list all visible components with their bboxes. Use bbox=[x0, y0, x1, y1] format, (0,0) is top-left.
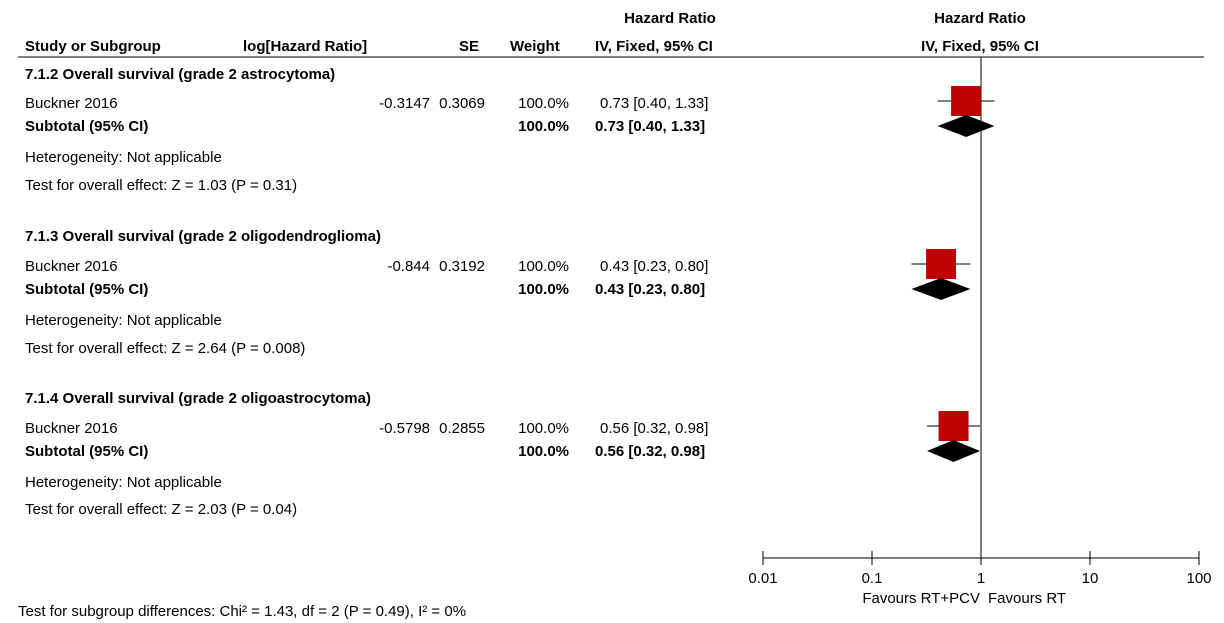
overall-effect-text: Test for overall effect: Z = 1.03 (P = 0… bbox=[25, 177, 298, 194]
x-tick-label: 100 bbox=[1186, 570, 1211, 587]
study-name: Buckner 2016 bbox=[25, 95, 118, 112]
study-ci: 0.43 [0.23, 0.80] bbox=[600, 258, 709, 275]
subtotal-diamond bbox=[927, 440, 981, 462]
heterogeneity-text: Heterogeneity: Not applicable bbox=[25, 312, 222, 329]
study-marker bbox=[926, 249, 957, 279]
subtotal-diamond bbox=[937, 115, 995, 137]
subtotal-label: Subtotal (95% CI) bbox=[25, 118, 149, 135]
study-name: Buckner 2016 bbox=[25, 258, 118, 275]
study-ci: 0.56 [0.32, 0.98] bbox=[600, 420, 709, 437]
favours-left-label: Favours RT+PCV bbox=[862, 590, 980, 607]
study-weight: 100.0% bbox=[518, 258, 569, 275]
study-se: 0.2855 bbox=[439, 420, 485, 437]
subtotal-weight: 100.0% bbox=[518, 281, 569, 298]
subtotal-ci: 0.56 [0.32, 0.98] bbox=[595, 443, 706, 460]
study-marker bbox=[951, 86, 982, 116]
subtotal-diamond bbox=[911, 278, 971, 300]
heterogeneity-text: Heterogeneity: Not applicable bbox=[25, 474, 222, 491]
study-weight: 100.0% bbox=[518, 420, 569, 437]
study-weight: 100.0% bbox=[518, 95, 569, 112]
heterogeneity-text: Heterogeneity: Not applicable bbox=[25, 149, 222, 166]
col-ci-header: IV, Fixed, 95% CI bbox=[595, 38, 713, 55]
col-plot-header: IV, Fixed, 95% CI bbox=[921, 38, 1039, 55]
group-title: 7.1.3 Overall survival (grade 2 oligoden… bbox=[25, 228, 381, 245]
study-loghr: -0.844 bbox=[387, 258, 430, 275]
study-loghr: -0.3147 bbox=[379, 95, 430, 112]
subtotal-weight: 100.0% bbox=[518, 118, 569, 135]
x-tick-label: 1 bbox=[977, 570, 985, 587]
col-loghr-header: log[Hazard Ratio] bbox=[243, 38, 368, 55]
subtotal-label: Subtotal (95% CI) bbox=[25, 443, 149, 460]
study-marker bbox=[938, 411, 969, 441]
x-tick-label: 10 bbox=[1082, 570, 1099, 587]
study-ci: 0.73 [0.40, 1.33] bbox=[600, 95, 709, 112]
overall-effect-text: Test for overall effect: Z = 2.03 (P = 0… bbox=[25, 501, 298, 518]
group-title: 7.1.2 Overall survival (grade 2 astrocyt… bbox=[25, 66, 336, 83]
study-loghr: -0.5798 bbox=[379, 420, 430, 437]
x-tick-label: 0.1 bbox=[862, 570, 883, 587]
hr-title-left: Hazard Ratio bbox=[624, 10, 716, 27]
overall-effect-text: Test for overall effect: Z = 2.64 (P = 0… bbox=[25, 340, 306, 357]
subtotal-ci: 0.43 [0.23, 0.80] bbox=[595, 281, 706, 298]
study-name: Buckner 2016 bbox=[25, 420, 118, 437]
x-tick-label: 0.01 bbox=[748, 570, 777, 587]
col-study-header: Study or Subgroup bbox=[25, 38, 161, 55]
col-weight-header: Weight bbox=[510, 38, 560, 55]
study-se: 0.3069 bbox=[439, 95, 485, 112]
hr-title-right: Hazard Ratio bbox=[934, 10, 1026, 27]
favours-right-label: Favours RT bbox=[988, 590, 1067, 607]
subtotal-weight: 100.0% bbox=[518, 443, 569, 460]
subtotal-label: Subtotal (95% CI) bbox=[25, 281, 149, 298]
group-title: 7.1.4 Overall survival (grade 2 oligoast… bbox=[25, 390, 371, 407]
col-se-header: SE bbox=[459, 38, 480, 55]
subtotal-ci: 0.73 [0.40, 1.33] bbox=[595, 118, 706, 135]
subgroup-test-text: Test for subgroup differences: Chi² = 1.… bbox=[18, 603, 467, 620]
study-se: 0.3192 bbox=[439, 258, 485, 275]
